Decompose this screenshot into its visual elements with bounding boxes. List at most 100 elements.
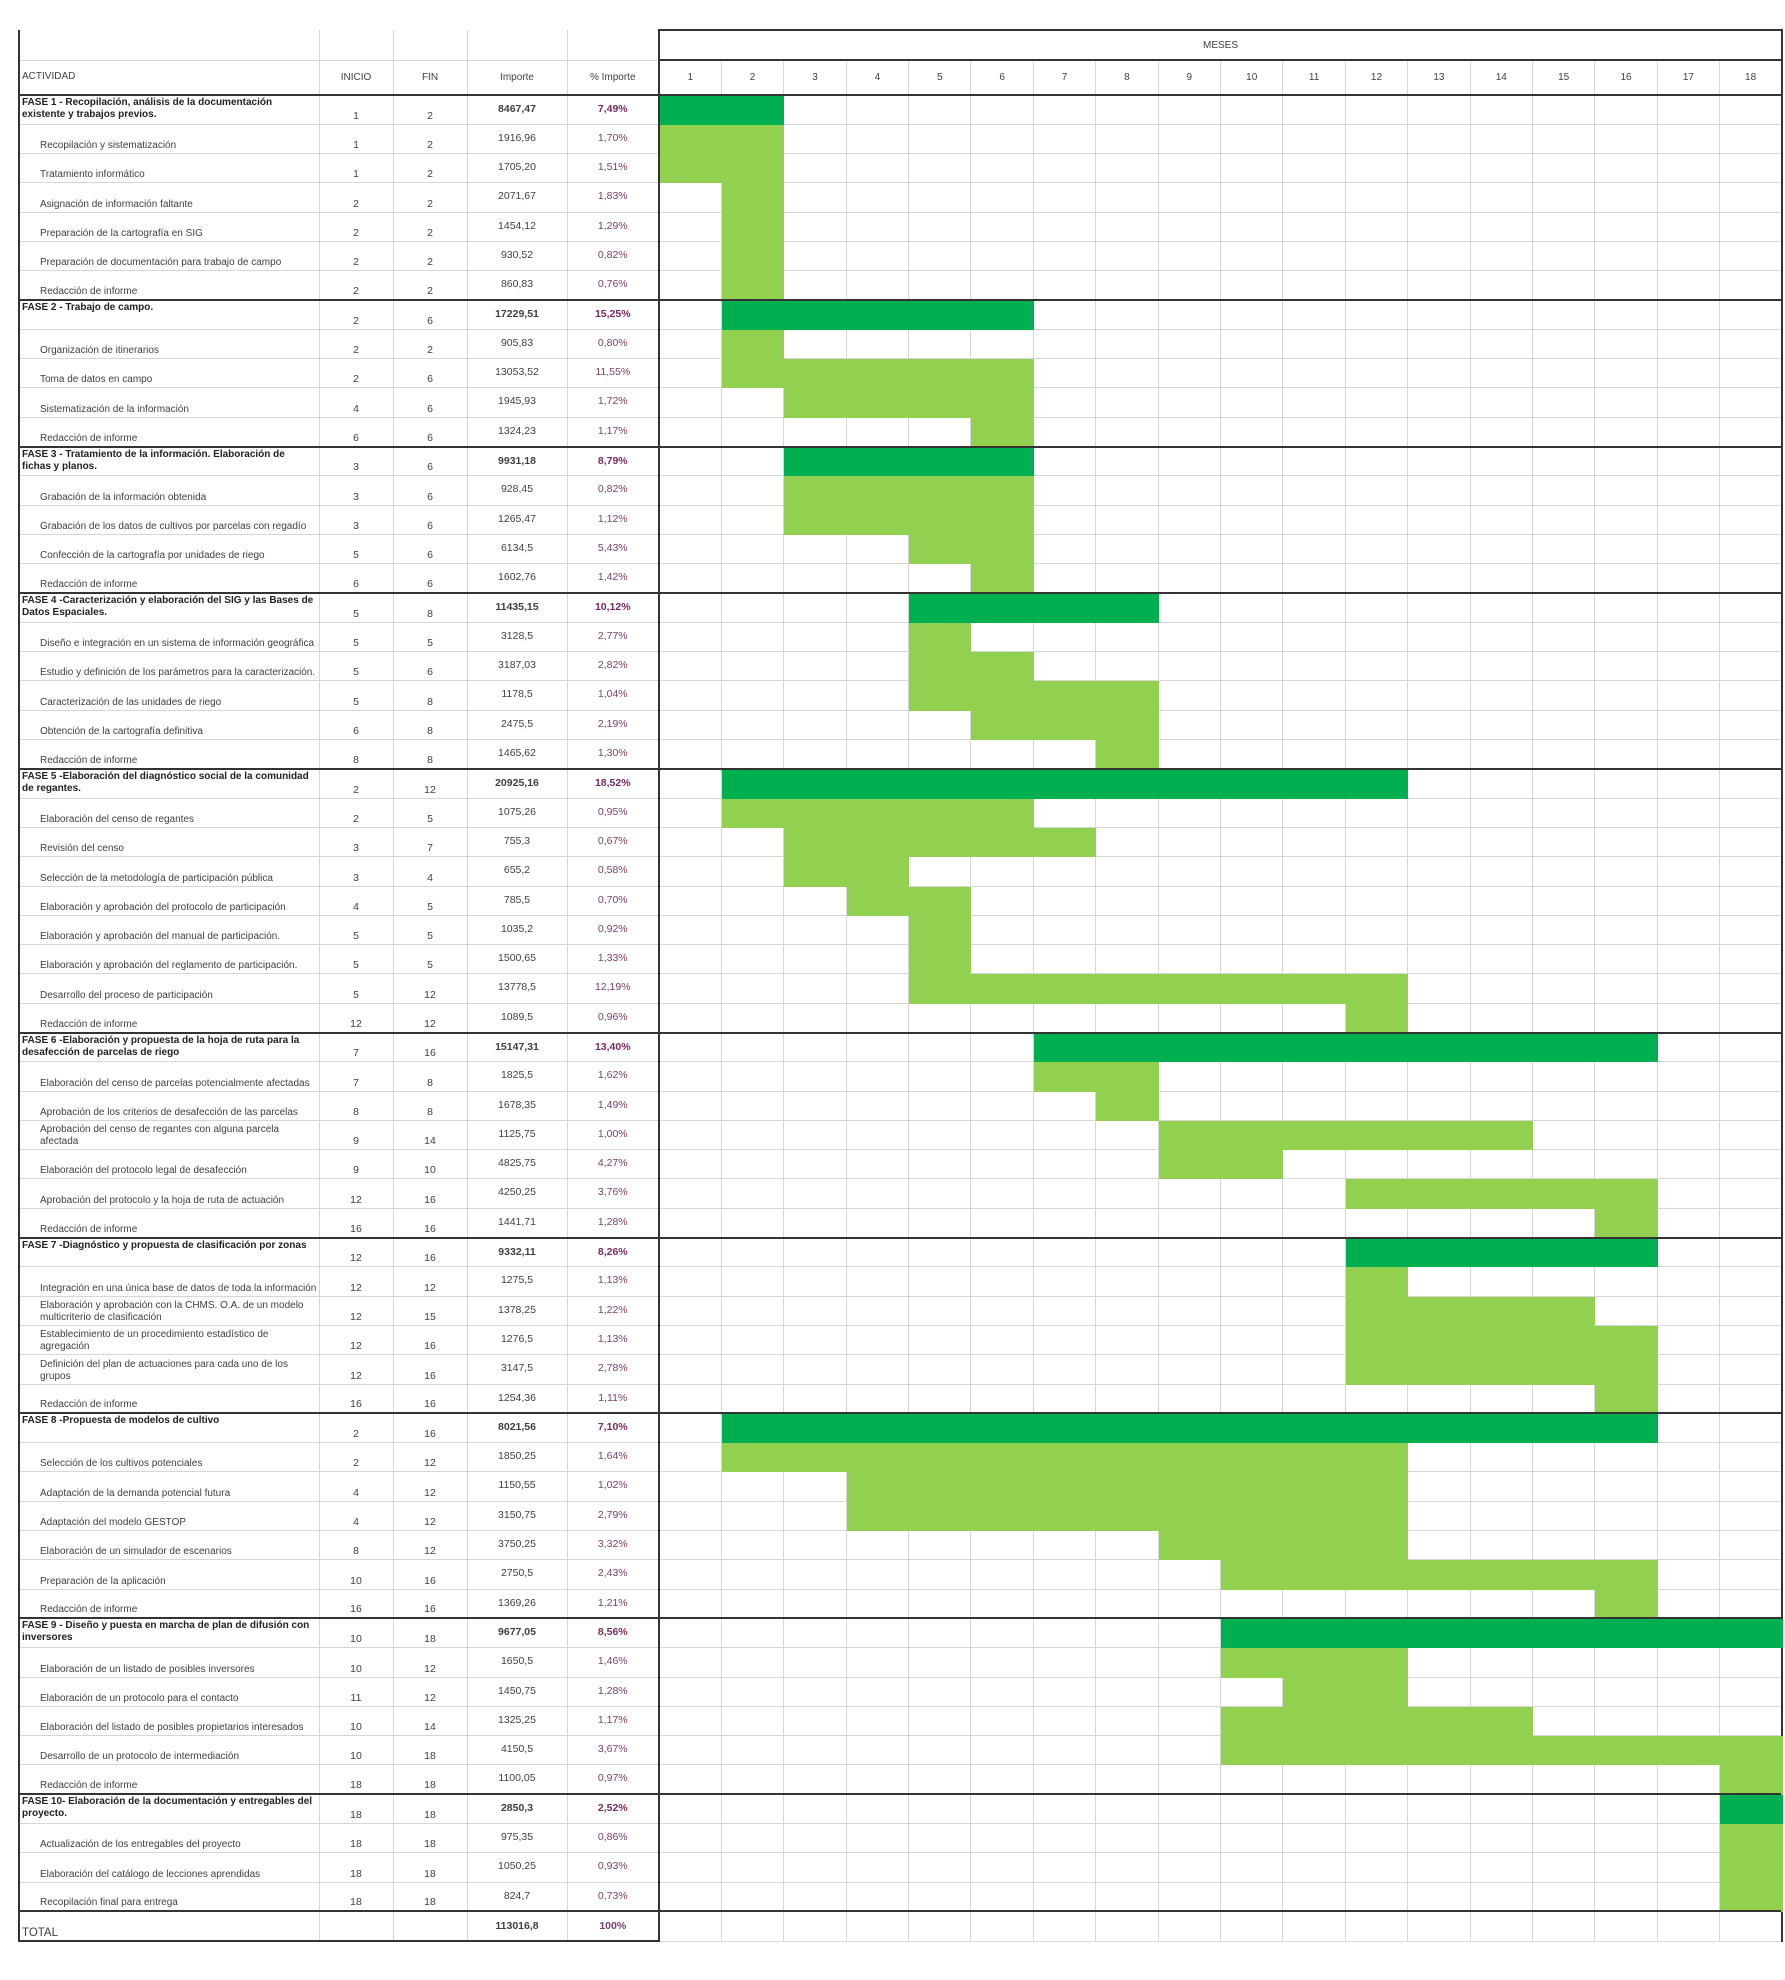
month-cell [1531, 739, 1596, 770]
month-cell [1032, 1090, 1097, 1121]
month-cell [1220, 709, 1284, 741]
month-cell [908, 416, 972, 448]
month-cell [1157, 797, 1222, 828]
activity-name: Adaptación del modelo GESTOP [18, 1500, 320, 1532]
month-cell [1719, 1061, 1784, 1092]
start-month: 12 [318, 1266, 394, 1297]
month-cell [1531, 1471, 1596, 1502]
month-cell [1407, 1647, 1471, 1678]
month-cell [1095, 445, 1159, 477]
month-cell [783, 1764, 847, 1795]
month-cell [1282, 1881, 1346, 1912]
month-cell [720, 1354, 785, 1385]
pct-importe-value: 1,33% [566, 944, 660, 975]
task-bar-cell [845, 826, 910, 858]
task-row: Grabación de la información obtenida 3 6 92… [18, 475, 1784, 506]
month-cell [1282, 797, 1346, 828]
month-cell [720, 1061, 785, 1092]
month-cell [1157, 1793, 1222, 1825]
month-cell [845, 1031, 910, 1063]
activity-name: Elaboración y aprobación del protocolo d… [18, 885, 320, 916]
month-cell [1220, 504, 1284, 535]
month-cell [658, 1881, 722, 1912]
month-cell [1656, 739, 1721, 770]
month-cell [1719, 1705, 1784, 1737]
month-cell [1220, 797, 1284, 828]
month-cell [783, 93, 847, 125]
activity-name: Selección de los cultivos potenciales [18, 1442, 320, 1473]
month-cell [1719, 270, 1784, 301]
month-cell [658, 445, 722, 477]
month-cell [1157, 1324, 1222, 1356]
month-cell [1656, 826, 1721, 858]
month-cell [783, 1178, 847, 1209]
month-cell [1656, 1471, 1721, 1502]
month-cell [658, 1061, 722, 1092]
month-cell [1594, 1647, 1658, 1678]
month-cell [1157, 1207, 1222, 1239]
start-month: 10 [318, 1559, 394, 1590]
month-cell [1344, 914, 1409, 946]
month-cell [970, 211, 1034, 242]
month-cell [1157, 416, 1222, 448]
end-month: 16 [392, 1559, 468, 1590]
pct-importe-value: 1,00% [566, 1119, 660, 1151]
month-cell [658, 1735, 722, 1766]
month-cell [720, 1236, 785, 1268]
month-cell [1407, 1881, 1471, 1912]
start-month: 2 [318, 328, 394, 360]
month-cell [720, 533, 785, 565]
pct-importe-value: 0,82% [566, 240, 660, 272]
month-cell [845, 1588, 910, 1619]
start-month: 7 [318, 1061, 394, 1092]
months-group-header: MESES [18, 29, 1784, 61]
month-cell [970, 1354, 1034, 1385]
month-cell [1095, 1617, 1159, 1649]
end-month: 8 [392, 680, 468, 711]
pct-importe-value: 3,67% [566, 1735, 660, 1766]
month-cell [1157, 709, 1222, 741]
month-cell [1656, 211, 1721, 242]
month-cell [1407, 797, 1471, 828]
month-cell [1032, 416, 1097, 448]
month-cell [1157, 1236, 1222, 1268]
task-bar-cell [1407, 1119, 1471, 1151]
month-cell [970, 944, 1034, 975]
month-cell [845, 1119, 910, 1151]
phase-bar-cell [783, 1412, 847, 1444]
month-cell [1095, 1647, 1159, 1678]
month-cell [658, 1178, 722, 1209]
month-cell [970, 1764, 1034, 1795]
activity-name: Redacción de informe [18, 416, 320, 448]
month-cell [1531, 1207, 1596, 1239]
start-month: 1 [318, 153, 394, 184]
task-bar-cell [908, 885, 972, 916]
task-row: Actualización de los entregables del pro… [18, 1823, 1784, 1854]
month-cell [658, 1647, 722, 1678]
month-cell [1531, 1442, 1596, 1473]
phase-bar-cell [1719, 1793, 1784, 1825]
task-bar-cell [1095, 739, 1159, 770]
month-header: 15 [1531, 59, 1596, 96]
pct-importe-value: 3,32% [566, 1530, 660, 1561]
month-cell [720, 1500, 785, 1532]
start-month: 2 [318, 358, 394, 389]
month-cell [658, 944, 722, 975]
month-cell [908, 182, 972, 213]
month-header: 6 [970, 59, 1034, 96]
month-cell [1282, 739, 1346, 770]
month-cell [1719, 1002, 1784, 1034]
importe-value: 20925,16 [466, 767, 568, 799]
task-row: Diseño e integración en un sistema de in… [18, 621, 1784, 653]
month-cell [1282, 211, 1346, 242]
end-month: 12 [392, 1500, 468, 1532]
month-cell [1531, 93, 1596, 125]
month-cell [658, 1764, 722, 1795]
start-month: 2 [318, 240, 394, 272]
task-bar-cell [970, 797, 1034, 828]
activity-name: Elaboración del catálogo de lecciones ap… [18, 1852, 320, 1883]
activity-name: Diseño e integración en un sistema de in… [18, 621, 320, 653]
month-cell [845, 944, 910, 975]
month-cell [1157, 944, 1222, 975]
month-header: 12 [1344, 59, 1409, 96]
